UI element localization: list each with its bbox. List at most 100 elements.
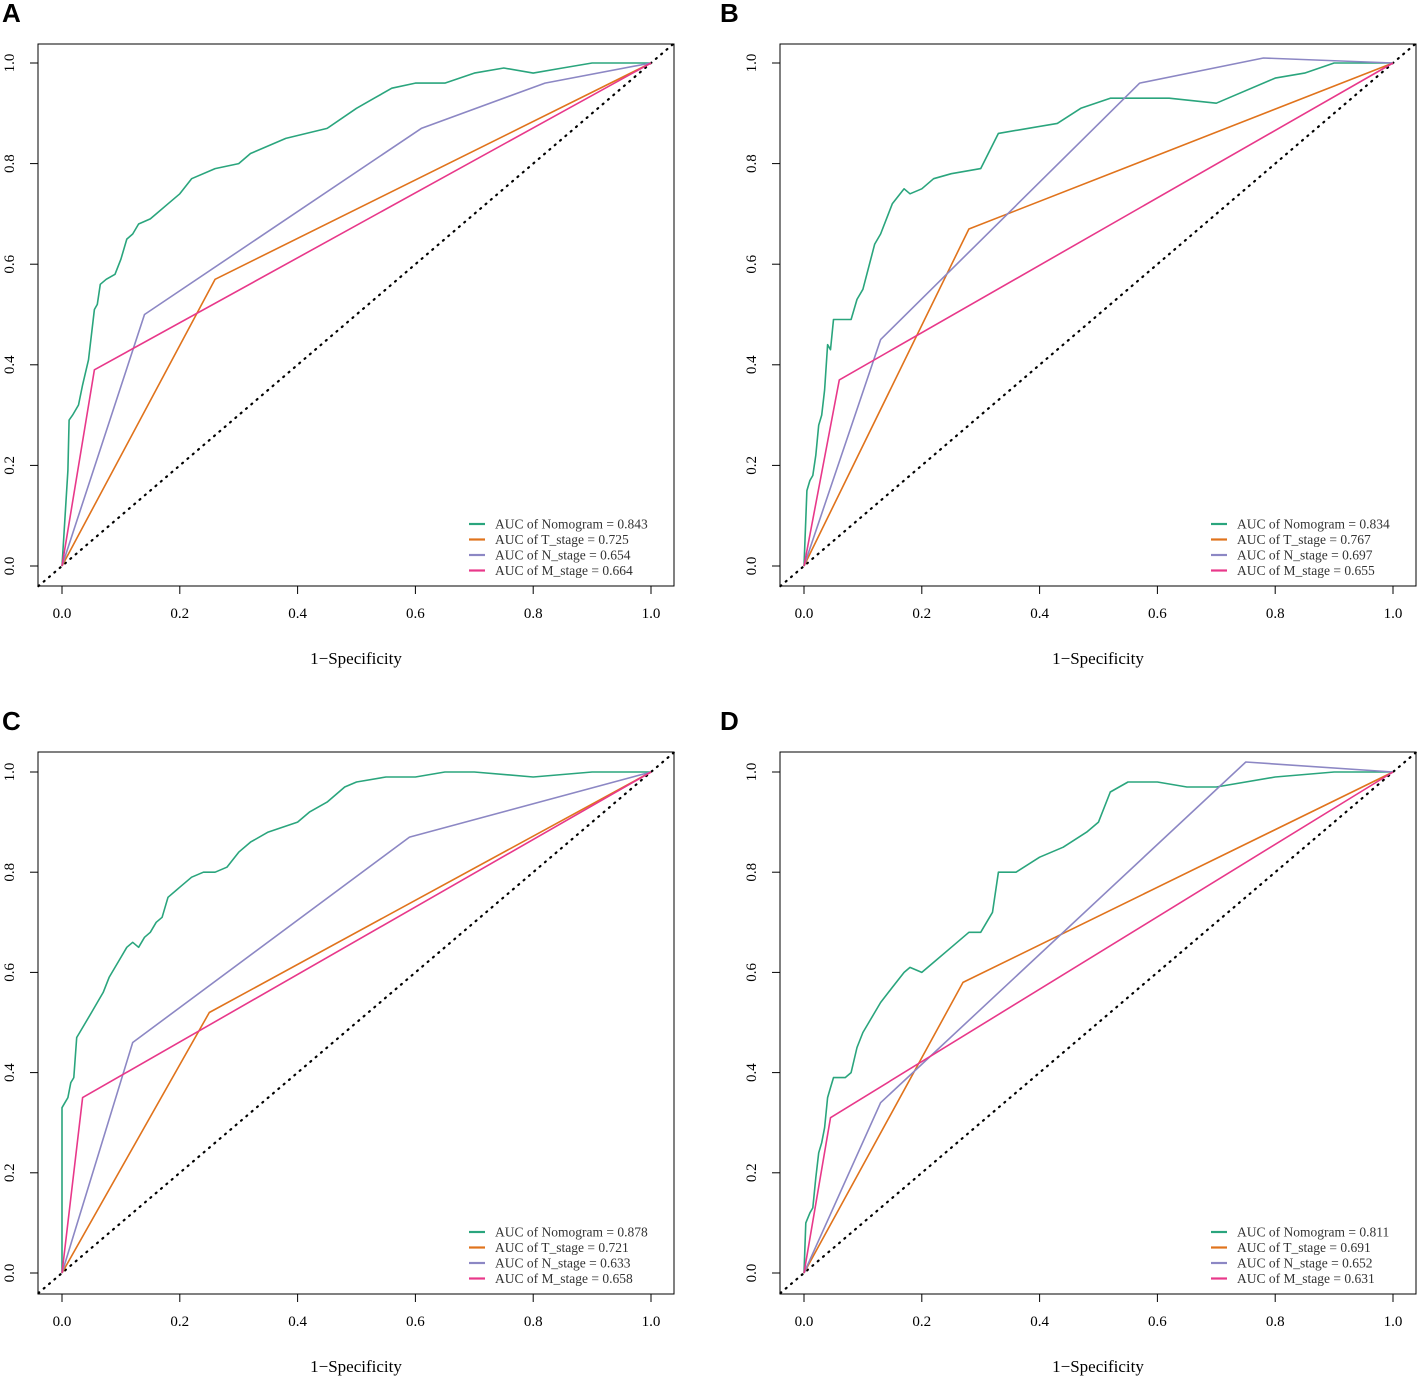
n-stage-roc-line bbox=[803, 57, 1394, 567]
legend-entry-t-stage: AUC of T_stage = 0.725 bbox=[495, 532, 629, 547]
n-stage-roc-line bbox=[803, 761, 1394, 1274]
x-tick-label: 0.2 bbox=[912, 1314, 931, 1330]
y-tick-label: 1.0 bbox=[744, 763, 760, 782]
x-tick-label: 0.4 bbox=[1030, 606, 1049, 622]
x-tick-label: 0.8 bbox=[1266, 1314, 1285, 1330]
y-tick-label: 0.4 bbox=[744, 355, 760, 374]
y-tick-label: 0.6 bbox=[744, 963, 760, 982]
nomogram-roc-line bbox=[61, 62, 651, 567]
x-tick-label: 0.8 bbox=[524, 606, 543, 622]
plot-frame bbox=[37, 43, 675, 587]
n-stage-roc-line bbox=[61, 771, 652, 1274]
plot-frame bbox=[779, 43, 1417, 587]
x-tick-label: 0.2 bbox=[912, 606, 931, 622]
y-tick-label: 0.2 bbox=[2, 456, 18, 475]
y-tick-label: 0.2 bbox=[2, 1163, 18, 1182]
m-stage-roc-line bbox=[803, 62, 1394, 567]
y-tick-label: 0.8 bbox=[744, 154, 760, 173]
legend-entry-nomogram: AUC of Nomogram = 0.843 bbox=[495, 517, 648, 532]
panel-letter: B bbox=[720, 0, 739, 28]
legend-entry-nomogram: AUC of Nomogram = 0.878 bbox=[495, 1225, 648, 1240]
y-tick-label: 0.8 bbox=[2, 863, 18, 882]
y-tick-label: 0.0 bbox=[2, 1264, 18, 1283]
y-tick-label: 0.0 bbox=[744, 1264, 760, 1283]
x-tick-label: 0.0 bbox=[795, 1314, 814, 1330]
x-axis-label: 1−Specificity bbox=[1052, 1357, 1144, 1376]
t-stage-roc-line bbox=[803, 62, 1394, 567]
x-tick-label: 0.2 bbox=[170, 1314, 189, 1330]
x-tick-label: 0.6 bbox=[406, 1314, 425, 1330]
x-tick-label: 0.4 bbox=[1030, 1314, 1049, 1330]
y-tick-label: 1.0 bbox=[744, 54, 760, 73]
x-tick-label: 0.8 bbox=[524, 1314, 543, 1330]
y-tick-label: 1.0 bbox=[2, 54, 18, 73]
legend-entry-m-stage: AUC of M_stage = 0.664 bbox=[495, 563, 633, 578]
reference-diagonal bbox=[37, 41, 676, 588]
legend-entry-nomogram: AUC of Nomogram = 0.834 bbox=[1237, 517, 1390, 532]
x-tick-label: 0.0 bbox=[53, 606, 72, 622]
legend-entry-m-stage: AUC of M_stage = 0.655 bbox=[1237, 563, 1375, 578]
y-tick-label: 0.4 bbox=[2, 355, 18, 374]
m-stage-roc-line bbox=[803, 771, 1394, 1274]
legend-entry-n-stage: AUC of N_stage = 0.652 bbox=[1237, 1256, 1372, 1271]
y-tick-label: 0.6 bbox=[744, 254, 760, 273]
x-axis-label: 1−Specificity bbox=[1052, 649, 1144, 668]
t-stage-roc-line bbox=[61, 771, 652, 1274]
x-tick-label: 1.0 bbox=[1384, 606, 1403, 622]
legend-entry-n-stage: AUC of N_stage = 0.633 bbox=[495, 1256, 631, 1271]
plot-frame bbox=[779, 751, 1417, 1295]
t-stage-roc-line bbox=[61, 62, 652, 567]
y-tick-label: 1.0 bbox=[2, 763, 18, 782]
x-tick-label: 1.0 bbox=[642, 1314, 661, 1330]
m-stage-roc-line bbox=[61, 771, 652, 1274]
y-tick-label: 0.4 bbox=[744, 1063, 760, 1082]
panel-letter: D bbox=[720, 706, 739, 736]
x-tick-label: 0.6 bbox=[1148, 1314, 1167, 1330]
x-tick-label: 1.0 bbox=[642, 606, 661, 622]
x-tick-label: 0.6 bbox=[1148, 606, 1167, 622]
x-axis-label: 1−Specificity bbox=[310, 1357, 402, 1376]
n-stage-roc-line bbox=[61, 62, 652, 567]
roc-panel-d: D 0.0 0.2 0.4 0.6 0.8 1.0 0.0 0.2 0.4 0.6 0.8 1.0 AU… bbox=[709, 706, 1418, 1397]
legend-entry-t-stage: AUC of T_stage = 0.767 bbox=[1237, 532, 1371, 547]
roc-plot: 0.0 0.2 0.4 0.6 0.8 1.0 0.0 0.2 0.4 0.6 0.8 1.0 AUC … bbox=[2, 41, 676, 622]
nomogram-roc-line bbox=[803, 62, 1393, 567]
roc-panel-c: C 0.0 0.2 0.4 0.6 0.8 1.0 0.0 0.2 0.4 0.6 0.8 1.0 AU… bbox=[0, 706, 709, 1397]
x-tick-label: 0.6 bbox=[406, 606, 425, 622]
x-tick-label: 1.0 bbox=[1384, 1314, 1403, 1330]
roc-plot: 0.0 0.2 0.4 0.6 0.8 1.0 0.0 0.2 0.4 0.6 0.8 1.0 AUC … bbox=[744, 41, 1418, 622]
x-tick-label: 0.0 bbox=[795, 606, 814, 622]
roc-panel-a: A 0.0 0.2 0.4 0.6 0.8 1.0 0.0 0.2 0.4 0.6 0.8 1.0 AU… bbox=[0, 0, 709, 689]
y-tick-label: 0.2 bbox=[744, 456, 760, 475]
m-stage-roc-line bbox=[61, 62, 652, 567]
y-tick-label: 0.8 bbox=[744, 863, 760, 882]
legend-entry-m-stage: AUC of M_stage = 0.658 bbox=[495, 1271, 633, 1286]
plot-frame bbox=[37, 751, 675, 1295]
legend-entry-m-stage: AUC of M_stage = 0.631 bbox=[1237, 1271, 1375, 1286]
panel-letter: A bbox=[2, 0, 21, 28]
legend-entry-t-stage: AUC of T_stage = 0.691 bbox=[1237, 1240, 1371, 1255]
y-tick-label: 0.0 bbox=[744, 557, 760, 576]
panel-letter: C bbox=[2, 706, 21, 736]
nomogram-roc-line bbox=[803, 771, 1393, 1274]
y-tick-label: 0.6 bbox=[2, 963, 18, 982]
roc-plot: 0.0 0.2 0.4 0.6 0.8 1.0 0.0 0.2 0.4 0.6 0.8 1.0 AUC … bbox=[2, 750, 676, 1330]
x-tick-label: 0.2 bbox=[170, 606, 189, 622]
t-stage-roc-line bbox=[803, 771, 1394, 1274]
legend-entry-t-stage: AUC of T_stage = 0.721 bbox=[495, 1240, 629, 1255]
x-tick-label: 0.4 bbox=[288, 606, 307, 622]
y-tick-label: 0.0 bbox=[2, 557, 18, 576]
legend-entry-n-stage: AUC of N_stage = 0.697 bbox=[1237, 548, 1373, 563]
legend-entry-n-stage: AUC of N_stage = 0.654 bbox=[495, 548, 631, 563]
x-axis-label: 1−Specificity bbox=[310, 649, 402, 668]
x-tick-label: 0.8 bbox=[1266, 606, 1285, 622]
x-tick-label: 0.0 bbox=[53, 1314, 72, 1330]
legend-entry-nomogram: AUC of Nomogram = 0.811 bbox=[1237, 1225, 1389, 1240]
y-tick-label: 0.2 bbox=[744, 1163, 760, 1182]
y-tick-label: 0.6 bbox=[2, 254, 18, 273]
roc-panel-b: B 0.0 0.2 0.4 0.6 0.8 1.0 0.0 0.2 0.4 0.6 0.8 1.0 AU… bbox=[709, 0, 1418, 689]
reference-diagonal bbox=[779, 750, 1418, 1295]
y-tick-label: 0.4 bbox=[2, 1063, 18, 1082]
roc-plot: 0.0 0.2 0.4 0.6 0.8 1.0 0.0 0.2 0.4 0.6 0.8 1.0 AUC … bbox=[744, 750, 1418, 1330]
nomogram-roc-line bbox=[61, 771, 651, 1273]
